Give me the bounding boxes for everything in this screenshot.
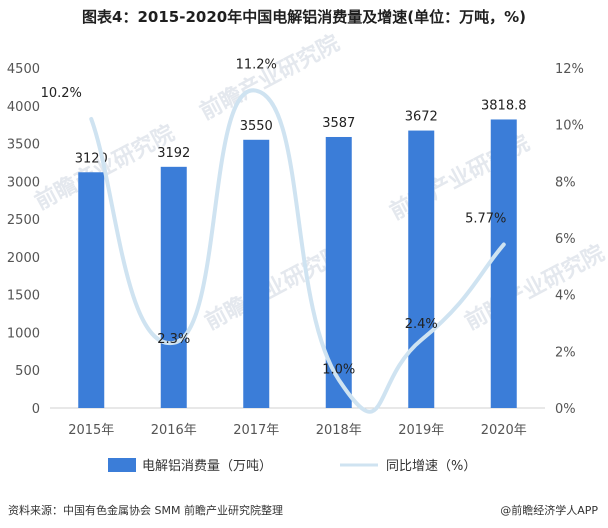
- line-labels: 10.2% 2.3% 11.2% 1.0% 2.4% 5.77%: [41, 58, 507, 378]
- bar: [243, 139, 270, 408]
- legend-bar-swatch: [108, 458, 136, 472]
- brand-credit: @前瞻经济学人APP: [500, 502, 598, 518]
- y-right-tick-label: 4%: [555, 289, 576, 304]
- watermark-text: 前瞻产业研究院: [196, 30, 344, 125]
- x-tick-label: 2020年: [481, 423, 527, 438]
- legend-bar-label: 电解铝消费量（万吨）: [142, 459, 272, 474]
- bar: [408, 130, 435, 408]
- y-left-tick-label: 500: [15, 364, 40, 379]
- bar-value-label: 3672: [405, 110, 438, 125]
- y-left-tick-label: 1500: [7, 289, 40, 304]
- bar-value-label: 3550: [240, 119, 273, 134]
- legend-line-label: 同比增速（%）: [386, 459, 476, 474]
- y-left-tick-label: 0: [32, 402, 40, 417]
- y-right-axis: 0% 2% 4% 6% 8% 10% 12%: [555, 62, 584, 417]
- y-right-tick-label: 0%: [555, 402, 576, 417]
- bar-value-label: 3587: [322, 116, 355, 131]
- bar-value-label: 3818.8: [481, 98, 527, 113]
- watermark-text: 前瞻产业研究院: [461, 240, 608, 335]
- x-tick-label: 2017年: [233, 423, 279, 438]
- y-left-tick-label: 1000: [7, 326, 40, 341]
- brand-credit-text: @前瞻经济学人APP: [500, 504, 598, 517]
- source-note: 资料来源：中国有色金属协会 SMM 前瞻产业研究院整理: [8, 504, 283, 517]
- y-left-tick-label: 2000: [7, 251, 40, 266]
- x-tick-label: 2019年: [398, 423, 444, 438]
- y-left-tick-label: 2500: [7, 213, 40, 228]
- y-left-tick-label: 3000: [7, 175, 40, 190]
- line-value-label: 2.3%: [157, 332, 190, 347]
- x-ticks: 2015年 2016年 2017年 2018年 2019年 2020年: [68, 423, 527, 438]
- x-tick-label: 2018年: [316, 423, 362, 438]
- y-left-axis: 0 500 1000 1500 2000 2500 3000 3500 4000 4500: [7, 62, 40, 417]
- bars: [78, 119, 517, 408]
- line-value-label: 10.2%: [41, 86, 82, 101]
- bar: [160, 166, 187, 408]
- legend: 电解铝消费量（万吨） 同比增速（%）: [108, 458, 476, 474]
- footer: 资料来源：中国有色金属协会 SMM 前瞻产业研究院整理 @前瞻经济学人APP: [0, 498, 608, 522]
- y-right-tick-label: 2%: [555, 345, 576, 360]
- y-right-tick-label: 12%: [555, 62, 584, 77]
- x-tick-label: 2015年: [68, 423, 114, 438]
- y-right-tick-label: 8%: [555, 175, 576, 190]
- y-left-tick-label: 4500: [7, 62, 40, 77]
- line-value-label: 5.77%: [465, 212, 506, 227]
- line-value-label: 11.2%: [236, 58, 277, 73]
- bar: [78, 172, 105, 408]
- y-left-tick-label: 3500: [7, 138, 40, 153]
- y-left-tick-label: 4000: [7, 100, 40, 115]
- growth-line: [89, 88, 506, 414]
- y-right-tick-label: 10%: [555, 119, 584, 134]
- chart-title: 图表4：2015-2020年中国电解铝消费量及增速(单位：万吨，%): [82, 8, 526, 26]
- bar: [490, 119, 517, 408]
- line-value-label: 1.0%: [322, 363, 355, 378]
- y-right-tick-label: 6%: [555, 232, 576, 247]
- line-value-label: 2.4%: [405, 317, 438, 332]
- bar-value-label: 3192: [157, 146, 190, 161]
- x-tick-label: 2016年: [151, 423, 197, 438]
